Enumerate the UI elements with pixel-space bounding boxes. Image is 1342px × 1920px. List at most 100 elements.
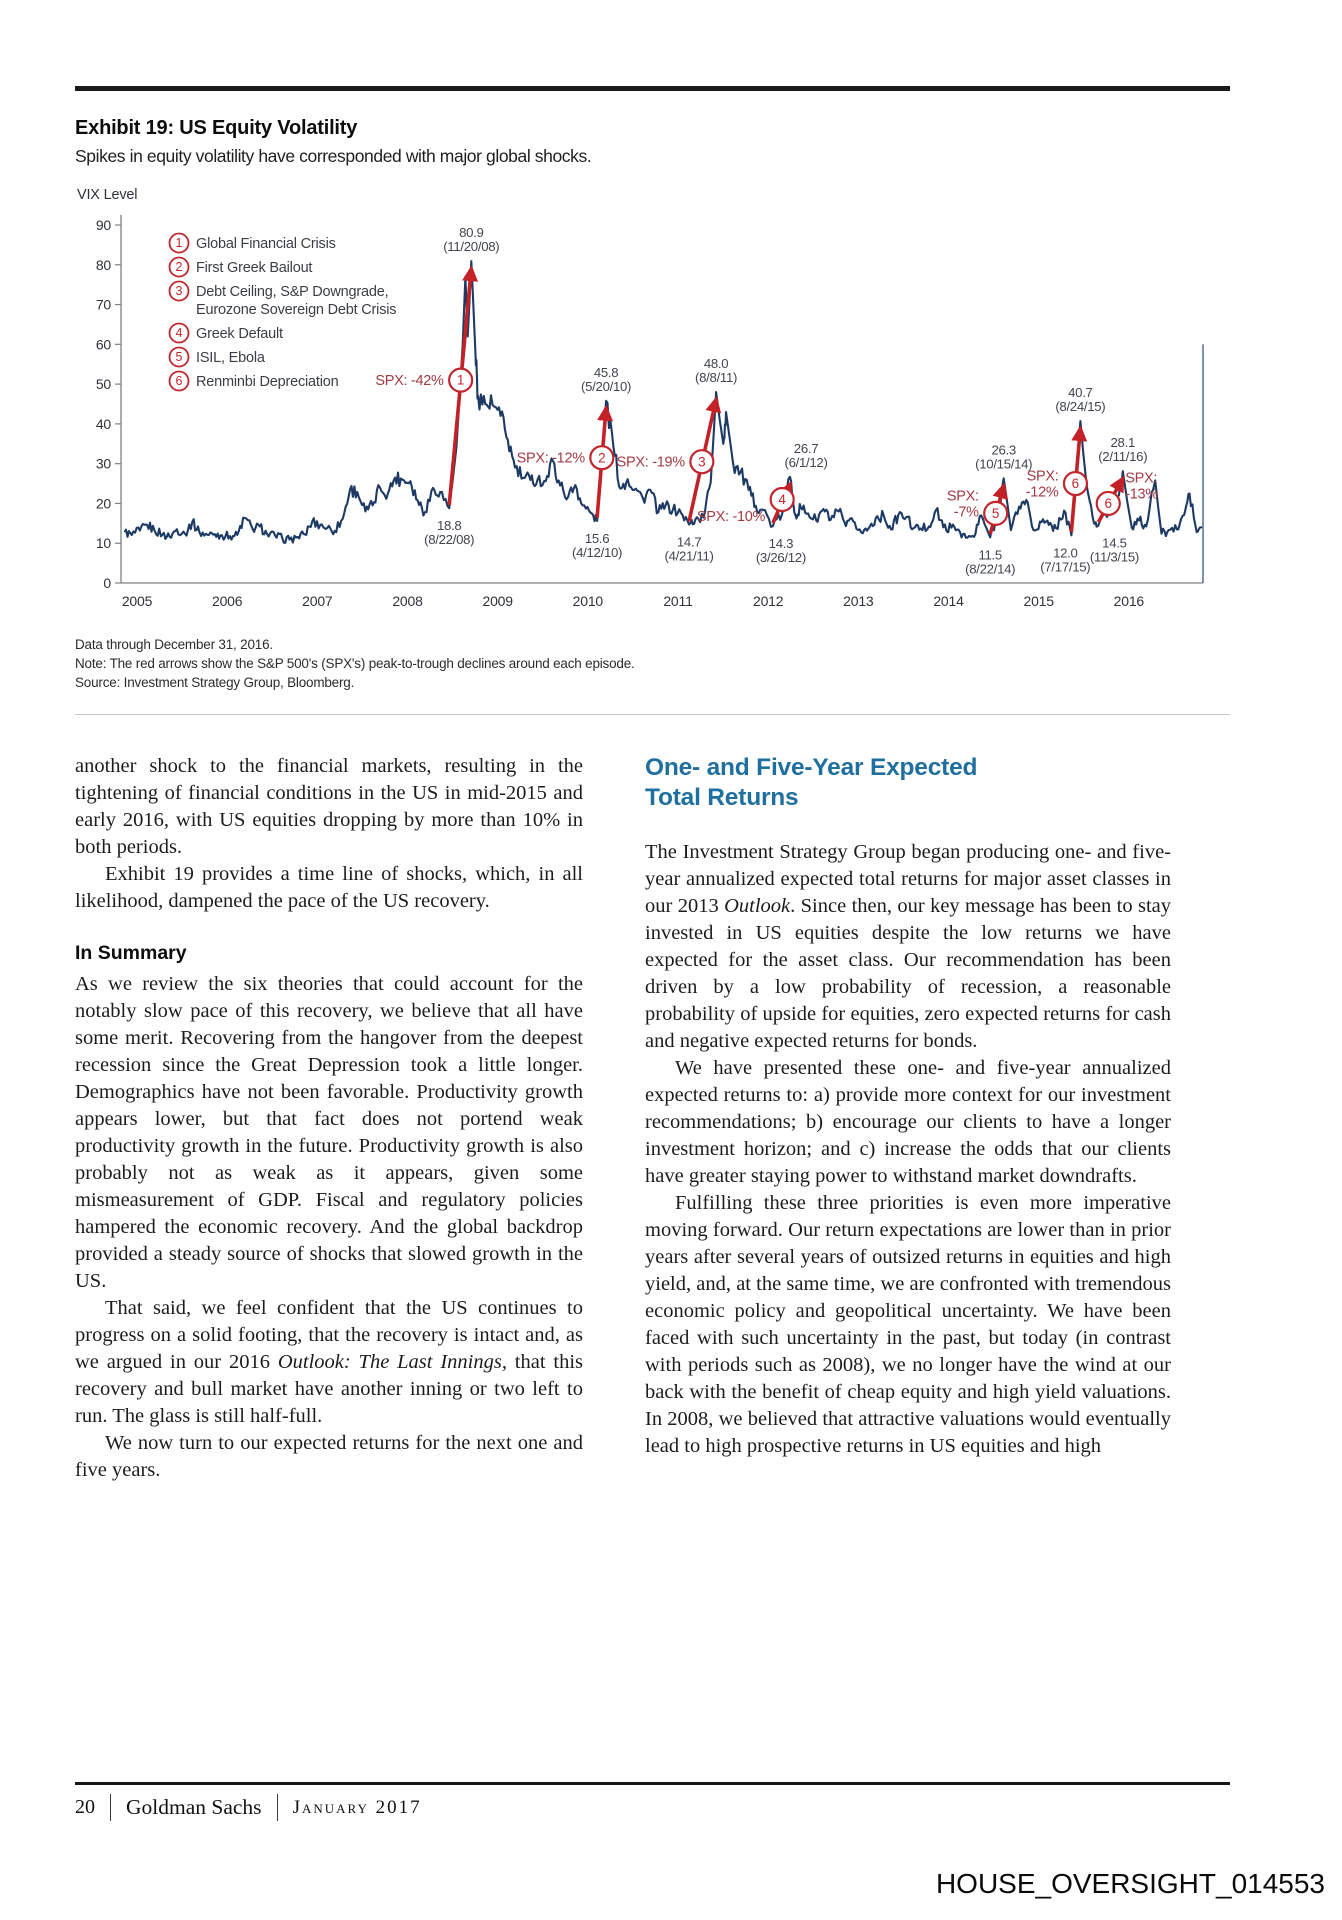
brand-name: Goldman Sachs — [126, 1795, 262, 1819]
trough-date: (3/26/12) — [756, 550, 806, 565]
body-paragraph: We now turn to our expected returns for … — [75, 1432, 583, 1481]
legend-label: Debt Ceiling, S&P Downgrade, Eurozone Sov… — [196, 284, 396, 318]
svg-text:80: 80 — [96, 257, 112, 273]
trough-date: (4/21/11) — [664, 549, 713, 564]
footer-rule — [75, 1782, 1230, 1785]
svg-text:50: 50 — [96, 376, 112, 392]
peak-date: (10/15/14) — [975, 456, 1032, 471]
svg-text:2010: 2010 — [573, 593, 604, 609]
left-column: another shock to the financial markets, … — [75, 753, 583, 1484]
svg-text:90: 90 — [96, 217, 112, 233]
svg-text:3: 3 — [176, 284, 183, 298]
svg-text:1: 1 — [176, 236, 183, 250]
svg-text:6: 6 — [176, 374, 183, 388]
svg-text:20: 20 — [96, 495, 112, 511]
peak-value: 26.7 — [794, 441, 818, 456]
legend-badge — [168, 346, 190, 368]
trough-value: 18.8 — [437, 518, 461, 533]
peak-date: (2/11/16) — [1098, 449, 1147, 464]
legend-label: Renminbi Depreciation — [196, 374, 339, 390]
bates-stamp: HOUSE_OVERSIGHT_014553 — [935, 1868, 1325, 1899]
body-paragraph: As we review the six theories that could… — [75, 973, 583, 1292]
svg-text:3: 3 — [698, 454, 706, 469]
peak-date: (8/8/11) — [695, 370, 737, 385]
page-content: Exhibit 19: US Equity Volatility Spikes … — [75, 0, 1230, 1484]
legend-badge — [168, 280, 190, 302]
section-title-line: Total Returns — [645, 784, 799, 811]
chart-note-source: Source: Investment Strategy Group, Bloom… — [75, 675, 355, 690]
chart-note-note: Note: The red arrows show the S&P 500's … — [75, 656, 635, 671]
legend-label: First Greek Bailout — [196, 260, 312, 276]
body-paragraph: We have presented these one- and five-ye… — [645, 1057, 1171, 1187]
body-columns: another shock to the financial markets, … — [75, 753, 1230, 1484]
y-axis-title: VIX Level — [77, 187, 137, 203]
right-column: One- and Five-Year Expected Total Return… — [645, 753, 1171, 1484]
trough-date: (8/22/14) — [965, 561, 1015, 576]
svg-text:1: 1 — [457, 373, 465, 388]
svg-text:70: 70 — [96, 297, 112, 313]
top-rule — [75, 86, 1230, 91]
body-paragraph: another shock to the financial markets, … — [75, 755, 583, 858]
legend-badge — [168, 322, 190, 344]
exhibit-title: Exhibit 19: US Equity Volatility — [75, 117, 358, 139]
trough-value: 15.6 — [585, 531, 609, 546]
footer-separator — [276, 1794, 278, 1821]
trough-value: 14.5 — [1102, 535, 1126, 550]
footer-separator — [110, 1794, 111, 1821]
svg-text:0: 0 — [103, 575, 111, 591]
peak-date: (11/20/08) — [443, 239, 499, 254]
trough-date: (8/22/08) — [424, 532, 474, 547]
chart-notes: Data through December 31, 2016. Note: Th… — [75, 635, 1230, 692]
episode-badge — [1095, 490, 1121, 517]
chart-note-data: Data through December 31, 2016. — [75, 637, 273, 652]
trough-value: 14.3 — [769, 536, 793, 551]
body-paragraph: Exhibit 19 provides a time line of shock… — [75, 863, 583, 912]
svg-text:2007: 2007 — [302, 593, 333, 609]
legend-label: Greek Default — [196, 326, 283, 342]
peak-date: (8/24/15) — [1055, 399, 1105, 414]
spx-decline-label: SPX: -7% — [947, 488, 979, 520]
spx-decline-label: SPX: -42% — [375, 373, 444, 389]
svg-text:60: 60 — [96, 336, 112, 352]
section-title: One- and Five-Year Expected Total Return… — [645, 753, 1171, 813]
spx-decline-label: SPX: -12% — [1026, 469, 1059, 501]
legend-badge — [168, 256, 190, 278]
trough-date: (11/3/15) — [1090, 549, 1139, 564]
peak-value: 26.3 — [991, 442, 1015, 457]
spx-decline-label: SPX: -13% — [1125, 471, 1158, 503]
spx-decline-label: SPX: -10% — [697, 509, 766, 525]
svg-text:2011: 2011 — [663, 593, 693, 609]
legend-label: ISIL, Ebola — [196, 350, 266, 366]
exhibit-subtitle: Spikes in equity volatility have corresp… — [75, 146, 592, 166]
body-paragraph: The Investment Strategy Group began prod… — [645, 841, 1171, 1052]
trough-date: (7/17/15) — [1040, 559, 1090, 574]
svg-text:30: 30 — [96, 456, 112, 472]
peak-value: 48.0 — [704, 356, 728, 371]
vix-chart: VIX Level 0 10 20 30 40 50 60 70 80 90 2005 2006 2007… — [77, 187, 1204, 609]
svg-text:4: 4 — [176, 326, 183, 340]
svg-text:4: 4 — [778, 492, 786, 507]
legend-badge — [168, 370, 190, 392]
svg-text:10: 10 — [96, 535, 112, 551]
body-paragraph: That said, we feel confident that the US… — [75, 1297, 584, 1427]
footer-row: 20 Goldman Sachs January 2017 — [75, 1794, 1230, 1821]
svg-text:2: 2 — [598, 450, 606, 465]
section-divider — [75, 714, 1230, 715]
svg-text:40: 40 — [96, 416, 112, 432]
issue-date: January 2017 — [292, 1796, 422, 1818]
episode-badge — [448, 367, 474, 393]
spx-decline-label: SPX: -19% — [617, 455, 686, 471]
page-footer: 20 Goldman Sachs January 2017 — [75, 1782, 1230, 1821]
episode-badge — [1062, 470, 1089, 497]
svg-text:5: 5 — [992, 506, 1000, 521]
spx-decline-label: SPX: -12% — [517, 451, 586, 467]
body-paragraph: Fulfilling these three priorities is eve… — [645, 1192, 1171, 1457]
trough-value: 11.5 — [978, 547, 1002, 562]
svg-text:6: 6 — [1072, 476, 1080, 491]
trough-value: 12.0 — [1053, 545, 1077, 560]
peak-date: (6/1/12) — [785, 455, 828, 470]
svg-text:2013: 2013 — [843, 593, 874, 609]
section-heading: In Summary — [75, 942, 187, 964]
right-column-text: The Investment Strategy Group began prod… — [645, 839, 1171, 1460]
